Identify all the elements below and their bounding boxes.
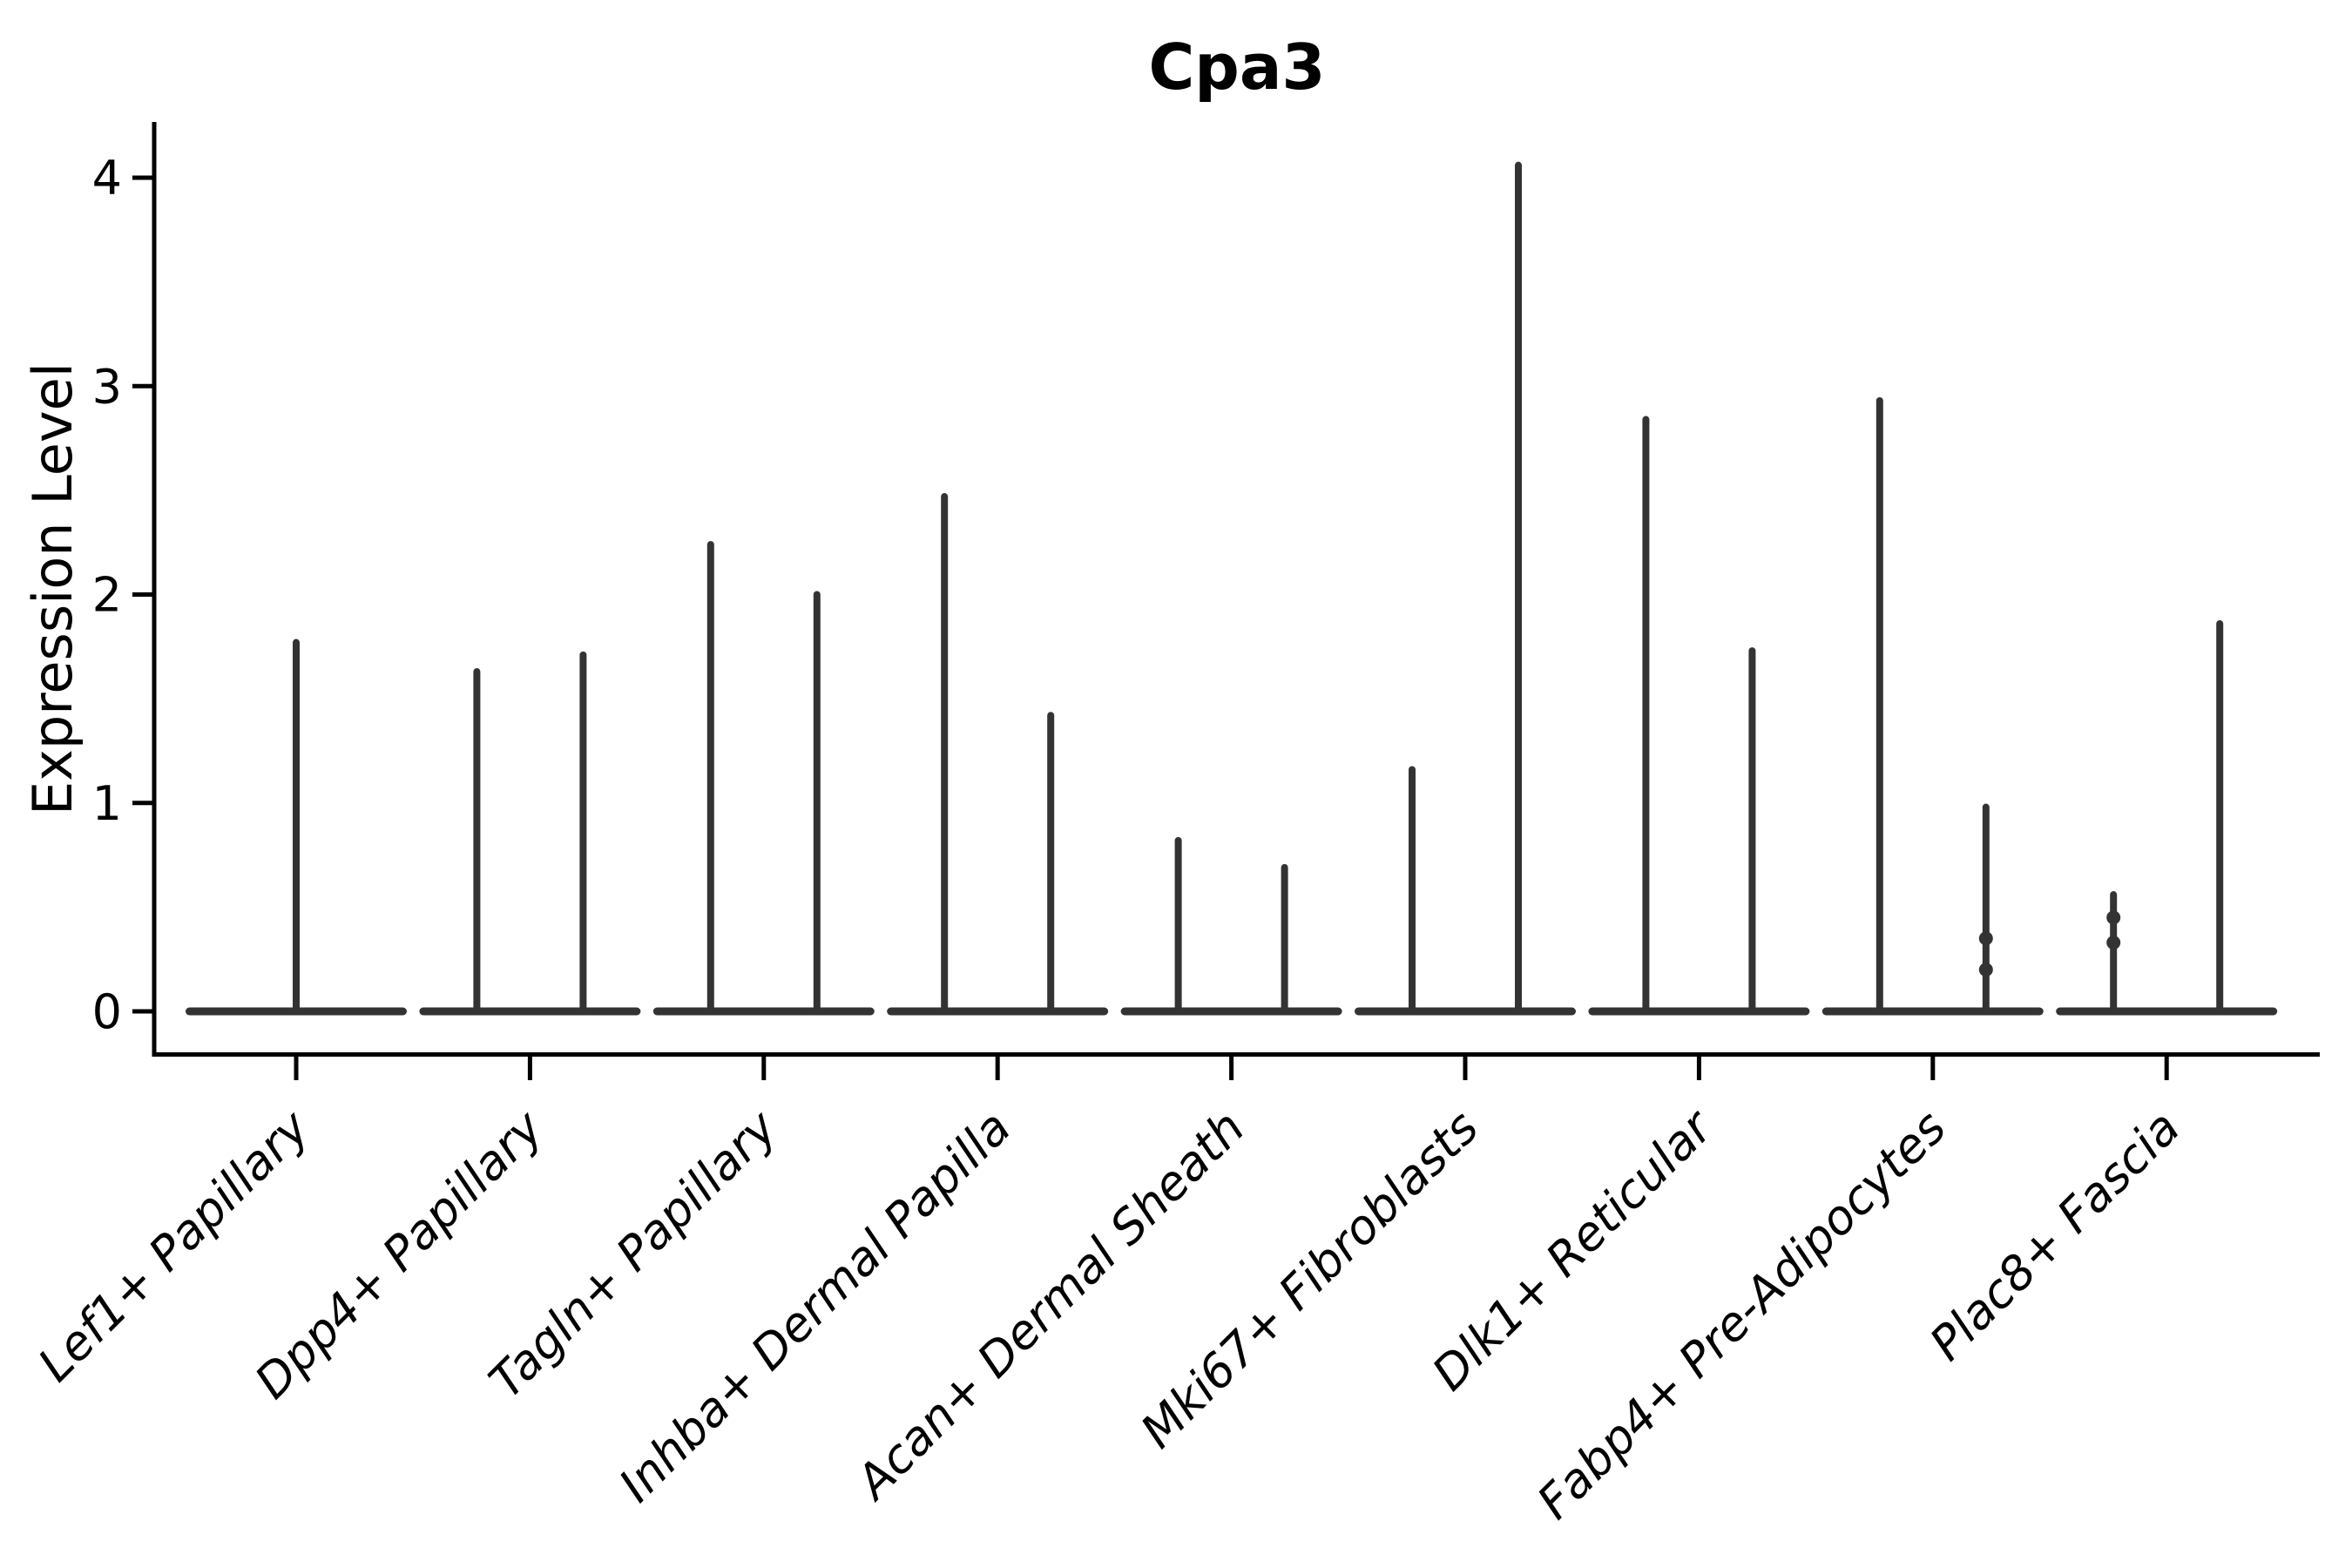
y-tick-label: 2 (92, 568, 122, 623)
violin-group (2056, 619, 2278, 1016)
outlier-dot (1978, 931, 1993, 946)
plot-title: Cpa3 (1148, 30, 1325, 104)
y-tick-label: 3 (92, 359, 122, 414)
y-axis-ticks: 0 1 2 3 4 (92, 151, 154, 1039)
violin-group (1821, 396, 2044, 1016)
violins (186, 161, 2278, 1016)
outlier-dot (1978, 963, 1993, 977)
violin-group (652, 541, 875, 1016)
outlier-dot (2106, 936, 2121, 950)
y-tick-label: 1 (92, 776, 122, 831)
x-tick-label: Fabp4+ Pre-Adipocytes (1527, 1100, 1957, 1530)
violin-group (1120, 836, 1342, 1016)
y-axis-label: Expression Level (21, 362, 84, 815)
violin-group (186, 639, 407, 1016)
outlier-dot (2106, 910, 2121, 925)
violin-group (1355, 161, 1576, 1016)
x-tick-label: Acan+ Dermal Sheath (844, 1100, 1255, 1511)
violin-group (419, 651, 641, 1016)
violin-group (887, 493, 1109, 1016)
x-tick-label: Inhba+ Dermal Papilla (609, 1100, 1022, 1513)
violin-group (1588, 416, 1810, 1016)
y-tick-label: 0 (92, 984, 122, 1039)
x-tick-label: Plac8+ Fascia (1919, 1100, 2190, 1371)
y-tick-label: 4 (92, 151, 122, 206)
